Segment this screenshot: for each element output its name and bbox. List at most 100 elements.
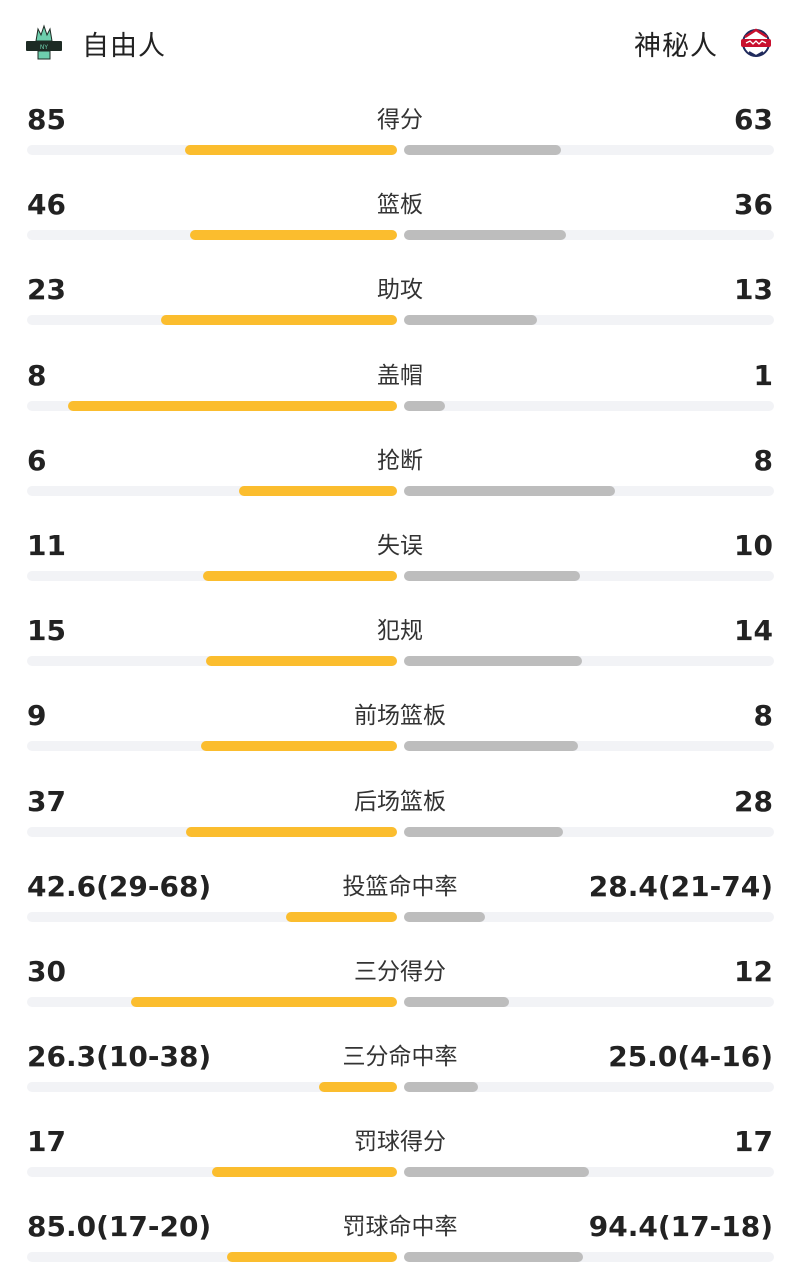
away-value: 13 (734, 273, 773, 307)
stat-label: 得分 (377, 107, 423, 133)
stat-label: 投篮命中率 (342, 873, 458, 900)
stat-label: 后场篮板 (354, 788, 446, 815)
home-bar-track (27, 826, 397, 837)
home-bar-track (27, 400, 397, 411)
away-team[interactable]: 神秘人 (634, 20, 776, 66)
away-bar-fill (404, 1167, 589, 1178)
home-bar-track (27, 1082, 397, 1093)
home-value: 6 (27, 443, 47, 477)
stat-label: 失误 (377, 532, 423, 559)
away-value: 94.4(17-18) (588, 1210, 773, 1244)
stat-row: 85.0(17-20) 罚球命中率 94.4(17-18) (0, 1193, 800, 1278)
away-value: 10 (734, 528, 773, 562)
away-bar-fill (404, 741, 578, 752)
stat-label: 犯规 (377, 618, 423, 645)
stat-label: 罚球得分 (354, 1129, 446, 1156)
away-bar-fill (404, 656, 582, 667)
away-value: 8 (753, 699, 773, 733)
home-value: 85 (27, 103, 66, 136)
stat-label: 助攻 (377, 277, 423, 304)
away-bar-track (404, 485, 774, 496)
stat-label: 三分得分 (354, 958, 446, 985)
stat-row: 9 前场篮板 8 (0, 682, 800, 767)
stat-row: 15 犯规 14 (0, 597, 800, 682)
home-bar-fill (227, 1252, 397, 1263)
stat-list: 85 得分 63 46 篮板 36 23 助攻 13 8 盖帽 1 6 抢断 8 11 失误 10 15 犯规 14 9 前… (0, 86, 800, 1279)
away-bar-track (404, 1082, 774, 1093)
home-bar-track (27, 230, 397, 241)
home-value: 46 (27, 188, 66, 222)
away-bar-track (404, 145, 774, 155)
stat-row: 26.3(10-38) 三分命中率 25.0(4-16) (0, 1023, 800, 1108)
away-bar-fill (404, 145, 561, 155)
stat-row: 8 盖帽 1 (0, 342, 800, 427)
stat-label: 罚球命中率 (342, 1214, 458, 1241)
home-value: 85.0(17-20) (27, 1210, 212, 1244)
home-bar-track (27, 570, 397, 581)
stat-row: 42.6(29-68) 投篮命中率 28.4(21-74) (0, 853, 800, 938)
away-bar-track (404, 741, 774, 752)
home-value: 15 (27, 614, 66, 648)
home-bar-fill (239, 485, 397, 496)
away-team-name: 神秘人 (634, 30, 718, 62)
home-value: 11 (27, 528, 66, 562)
home-value: 42.6(29-68) (27, 869, 212, 903)
away-value: 12 (734, 954, 773, 988)
away-bar-fill (404, 1082, 478, 1093)
away-value: 63 (734, 103, 773, 136)
away-value: 25.0(4-16) (608, 1040, 773, 1074)
away-bar-track (404, 996, 774, 1007)
away-bar-track (404, 1252, 774, 1263)
liberty-logo-icon: NY (26, 24, 62, 60)
away-bar-fill (404, 996, 509, 1007)
home-bar-fill (161, 315, 397, 326)
home-bar-fill (68, 400, 397, 411)
home-value: 17 (27, 1125, 66, 1159)
away-bar-track (404, 826, 774, 837)
stat-row: 23 助攻 13 (0, 256, 800, 341)
stat-row: 11 失误 10 (0, 512, 800, 597)
stat-row: 37 后场篮板 28 (0, 768, 800, 853)
stat-label: 篮板 (377, 192, 423, 219)
away-bar-track (404, 230, 774, 241)
home-value: 8 (27, 358, 47, 392)
home-team[interactable]: NY 自由人 (24, 20, 166, 66)
away-bar-fill (404, 400, 445, 411)
home-bar-fill (186, 826, 397, 837)
home-bar-fill (185, 145, 397, 155)
home-bar-fill (201, 741, 397, 752)
away-bar-track (404, 315, 774, 326)
mystics-logo-icon (741, 28, 771, 58)
home-bar-track (27, 485, 397, 496)
away-bar-fill (404, 230, 566, 241)
home-bar-track (27, 996, 397, 1007)
stat-label: 前场篮板 (354, 703, 446, 730)
home-bar-track (27, 656, 397, 667)
home-value: 37 (27, 784, 66, 818)
home-bar-track (27, 911, 397, 922)
away-bar-fill (404, 911, 485, 922)
home-bar-fill (203, 570, 397, 581)
stat-row: 46 篮板 36 (0, 171, 800, 256)
away-bar-fill (404, 1252, 583, 1263)
stat-row: 6 抢断 8 (0, 427, 800, 512)
stat-label: 三分命中率 (342, 1044, 458, 1071)
away-bar-track (404, 1167, 774, 1178)
home-value: 9 (27, 699, 47, 733)
home-bar-fill (286, 911, 397, 922)
home-team-name: 自由人 (82, 30, 166, 62)
away-bar-fill (404, 485, 615, 496)
home-value: 30 (27, 954, 66, 988)
home-value: 23 (27, 273, 66, 307)
away-value: 28 (734, 784, 773, 818)
away-bar-fill (404, 570, 580, 581)
away-bar-fill (404, 826, 563, 837)
home-value: 26.3(10-38) (27, 1040, 212, 1074)
home-bar-fill (319, 1082, 397, 1093)
home-bar-track (27, 1252, 397, 1263)
away-value: 28.4(21-74) (588, 869, 773, 903)
stat-label: 抢断 (377, 447, 423, 474)
away-value: 1 (753, 358, 773, 392)
away-value: 17 (734, 1125, 773, 1159)
stat-row: 17 罚球得分 17 (0, 1108, 800, 1193)
